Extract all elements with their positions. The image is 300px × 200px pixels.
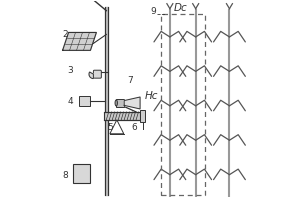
FancyBboxPatch shape bbox=[93, 70, 101, 78]
Text: 8: 8 bbox=[63, 171, 68, 180]
Text: 9: 9 bbox=[150, 7, 156, 16]
Bar bbox=[161, 14, 205, 195]
Text: Hc: Hc bbox=[144, 91, 158, 101]
Text: 5: 5 bbox=[107, 123, 113, 132]
Text: 3: 3 bbox=[68, 66, 74, 75]
Polygon shape bbox=[63, 32, 96, 50]
Wedge shape bbox=[89, 72, 93, 79]
Bar bbox=[116, 99, 124, 107]
Text: 6: 6 bbox=[131, 123, 137, 132]
Text: Dc: Dc bbox=[174, 3, 188, 13]
Bar bbox=[104, 112, 140, 120]
Bar bbox=[79, 96, 90, 106]
Text: 4: 4 bbox=[68, 97, 74, 106]
Ellipse shape bbox=[115, 100, 117, 106]
Text: 7: 7 bbox=[127, 76, 133, 85]
Bar bbox=[73, 164, 90, 183]
Polygon shape bbox=[124, 97, 140, 109]
Text: 2: 2 bbox=[63, 30, 68, 39]
Bar bbox=[140, 110, 145, 122]
